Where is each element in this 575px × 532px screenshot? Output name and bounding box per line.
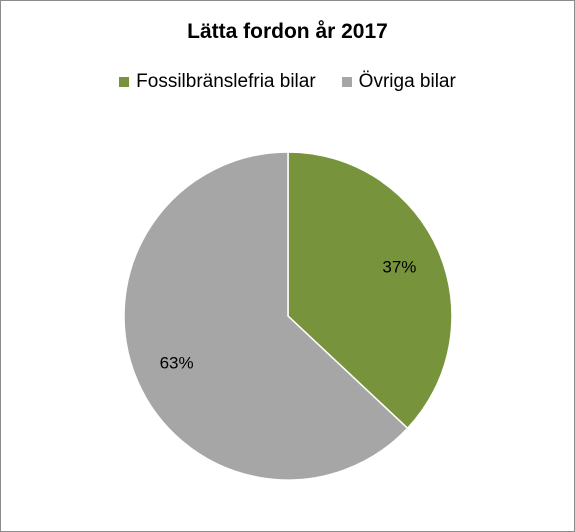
legend: Fossilbränslefria bilar Övriga bilar xyxy=(0,71,575,93)
pie-slices xyxy=(123,151,453,481)
pie-data-label-fossilfree: 37% xyxy=(382,257,416,276)
legend-swatch-fossilfree xyxy=(119,77,130,87)
legend-label-fossilfree: Fossilbränslefria bilar xyxy=(136,71,316,92)
legend-label-other: Övriga bilar xyxy=(358,71,456,92)
pie-slice-fossilfree xyxy=(287,151,453,430)
pie-labels: 37% 63% xyxy=(160,257,417,372)
chart-title: Lätta fordon år 2017 xyxy=(187,20,388,43)
pie-data-label-other: 63% xyxy=(160,354,194,373)
pie-slice-other xyxy=(123,151,409,481)
legend-item-other: Övriga bilar xyxy=(341,71,456,93)
legend-item-fossilfree: Fossilbränslefria bilar xyxy=(119,71,316,93)
legend-swatch-other xyxy=(341,77,352,87)
